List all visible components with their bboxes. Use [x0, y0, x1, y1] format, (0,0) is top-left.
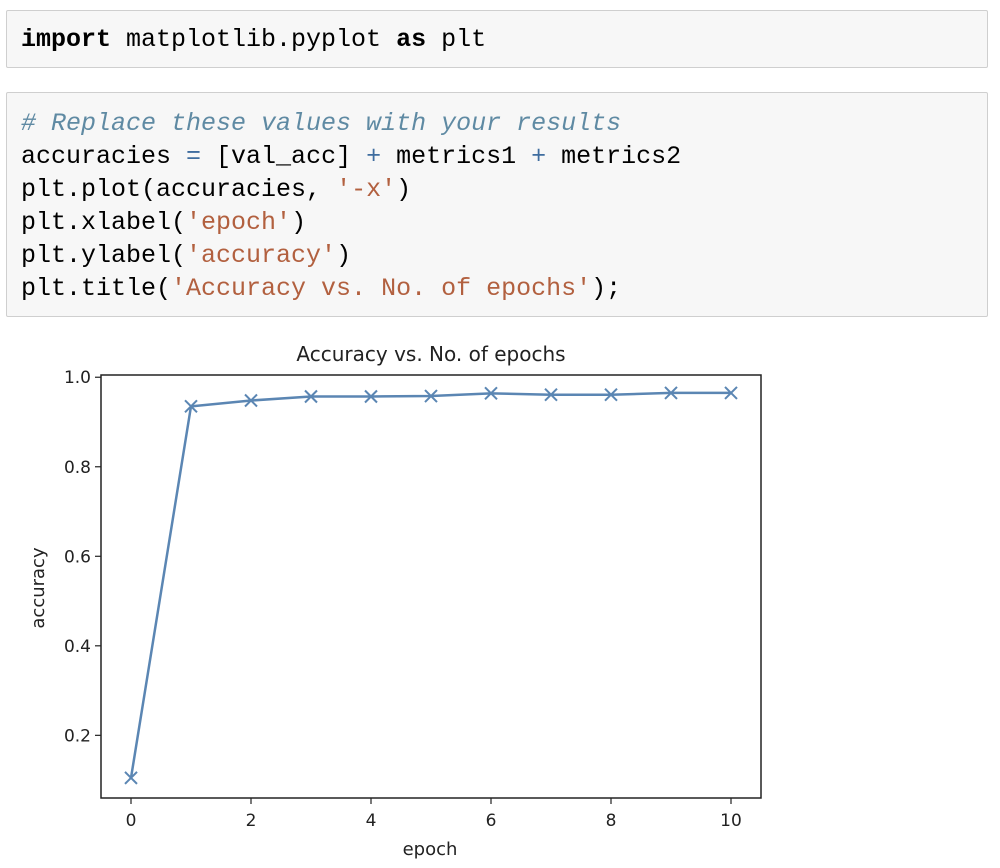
accuracy-chart: Accuracy vs. No. of epochs 0.2 0.4 0.6 0.8 1…: [28, 342, 762, 860]
code-token: metrics1: [381, 142, 532, 171]
x-tick-label: 4: [366, 811, 377, 831]
y-axis-ticks: 0.2 0.4 0.6 0.8 1.0: [64, 368, 101, 746]
y-tick-label: 0.4: [64, 637, 91, 657]
x-tick-label: 8: [606, 811, 617, 831]
code-cell-plot[interactable]: # Replace these values with your results…: [6, 92, 988, 317]
data-point-marker: [604, 387, 618, 402]
code-token: plt.title(: [21, 274, 172, 303]
code-token: ): [291, 208, 307, 237]
data-point-marker: [724, 386, 738, 400]
data-point-marker: [424, 389, 438, 403]
y-tick-label: 0.8: [64, 458, 91, 478]
accuracy-series: [124, 386, 738, 785]
plot-area-frame: [100, 374, 762, 799]
data-point-marker: [184, 399, 198, 414]
x-axis-ticks: 0 2 4 6 8 10: [126, 798, 742, 831]
code-line: import matplotlib.pyplot as plt: [21, 23, 486, 56]
code-token: +: [366, 142, 382, 171]
code-line: plt.xlabel('epoch'): [21, 206, 681, 239]
y-axis-label: accuracy: [28, 547, 49, 629]
code-token: metrics2: [546, 142, 682, 171]
code-token: ): [336, 241, 352, 270]
series-line: [129, 391, 731, 779]
code-token: accuracies: [21, 142, 187, 171]
x-tick-label: 0: [126, 811, 137, 831]
y-tick-label: 0.6: [64, 547, 91, 567]
code-token: as: [396, 25, 427, 54]
chart-title: Accuracy vs. No. of epochs: [296, 342, 565, 366]
data-point-marker: [364, 389, 378, 404]
code-token: import: [21, 25, 112, 54]
code-token: ): [396, 175, 412, 204]
code-line: # Replace these values with your results: [21, 107, 681, 140]
code-line: plt.ylabel('accuracy'): [21, 239, 681, 272]
code-editor[interactable]: import matplotlib.pyplot as plt: [21, 23, 486, 56]
code-token: matplotlib.pyplot: [111, 25, 397, 54]
code-token: plt.xlabel(: [21, 208, 187, 237]
x-axis-label: epoch: [403, 839, 458, 860]
x-tick-label: 2: [246, 811, 257, 831]
code-token: plt.ylabel(: [21, 241, 187, 270]
y-tick-label: 1.0: [64, 368, 91, 388]
code-line: accuracies = [val_acc] + metrics1 + metr…: [21, 140, 681, 173]
code-token: =: [186, 142, 202, 171]
data-point-marker: [544, 387, 558, 402]
data-point-marker: [124, 771, 138, 785]
code-cell-import[interactable]: import matplotlib.pyplot as plt: [6, 10, 988, 68]
code-token: # Replace these values with your results: [21, 109, 622, 138]
y-tick-label: 0.2: [64, 726, 91, 746]
code-token: plt.plot(accuracies,: [21, 175, 337, 204]
data-point-marker: [304, 389, 318, 404]
data-point-marker: [664, 386, 678, 400]
code-token: '-x': [336, 175, 397, 204]
data-point-marker: [244, 393, 258, 408]
code-token: 'epoch': [186, 208, 292, 237]
x-tick-label: 6: [486, 811, 497, 831]
data-point-marker: [484, 386, 498, 401]
code-line: plt.title('Accuracy vs. No. of epochs');: [21, 272, 681, 305]
code-token: );: [591, 274, 622, 303]
code-line: plt.plot(accuracies, '-x'): [21, 173, 681, 206]
code-token: +: [531, 142, 547, 171]
code-editor[interactable]: # Replace these values with your results…: [21, 107, 681, 305]
x-tick-label: 10: [720, 811, 742, 831]
code-token: [val_acc]: [201, 142, 367, 171]
code-token: plt: [426, 25, 487, 54]
code-token: 'accuracy': [186, 241, 337, 270]
code-token: 'Accuracy vs. No. of epochs': [171, 274, 592, 303]
